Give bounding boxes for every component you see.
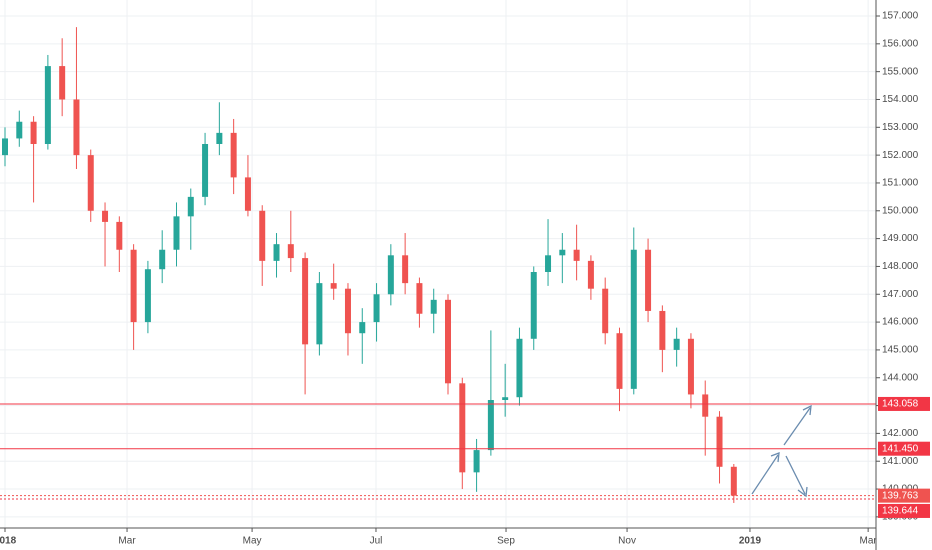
candle-body xyxy=(202,144,209,197)
candle-body xyxy=(616,333,623,389)
candle-body xyxy=(244,177,251,211)
arrow xyxy=(785,455,806,495)
candle-body xyxy=(416,283,423,314)
arrow-head xyxy=(797,486,808,498)
candle-body xyxy=(359,322,366,334)
candle-body xyxy=(130,249,137,323)
candle-body xyxy=(659,310,666,350)
price-label: 139.763 xyxy=(882,490,919,501)
x-tick-label: Mar xyxy=(860,536,878,547)
x-tick-label: Jul xyxy=(370,536,383,547)
price-label: 143.058 xyxy=(882,399,919,410)
candle-body xyxy=(44,66,51,144)
candle-body xyxy=(559,249,566,256)
x-tick-label: Mar xyxy=(118,536,136,547)
y-tick-label: 156.000 xyxy=(882,38,919,49)
candle-body xyxy=(259,210,266,261)
y-tick-label: 147.000 xyxy=(882,289,919,300)
candle-body xyxy=(487,400,494,451)
candle-body xyxy=(16,121,23,139)
candle-body xyxy=(587,260,594,289)
y-tick-label: 142.000 xyxy=(882,428,919,439)
candle-body xyxy=(702,394,709,417)
candle-body xyxy=(30,121,37,144)
candle-body xyxy=(273,244,280,261)
candle-body xyxy=(173,216,180,250)
price-label: 141.450 xyxy=(882,443,919,454)
x-tick-label: May xyxy=(243,536,262,547)
candle-body xyxy=(116,221,123,250)
price-label-box xyxy=(878,396,930,411)
arrow xyxy=(751,454,779,495)
candle-body xyxy=(473,450,480,473)
y-tick-label: 146.000 xyxy=(882,317,919,328)
candle-body xyxy=(602,288,609,334)
candle-body xyxy=(102,210,109,222)
candle-body xyxy=(344,288,351,334)
candle-body xyxy=(59,66,66,100)
x-tick-label: Nov xyxy=(618,536,636,547)
candle-body xyxy=(316,283,323,345)
y-tick-label: 154.000 xyxy=(882,94,919,105)
candle-body xyxy=(373,294,380,323)
candle-body xyxy=(687,338,694,395)
x-tick-label: 2018 xyxy=(0,536,17,547)
price-label-box xyxy=(878,441,930,456)
price-label-box xyxy=(878,488,930,503)
candle-body xyxy=(502,397,509,400)
candle-body xyxy=(445,299,452,384)
price-label: 139.644 xyxy=(882,506,919,517)
candle-body xyxy=(230,132,237,178)
candle-body xyxy=(516,338,523,398)
grid xyxy=(0,0,876,528)
arrow xyxy=(783,407,811,446)
candle-body xyxy=(630,249,637,389)
candle-body xyxy=(187,196,194,217)
x-tick-label: Sep xyxy=(497,536,515,547)
drawings xyxy=(751,404,812,498)
y-tick-label: 149.000 xyxy=(882,233,919,244)
candle-body xyxy=(573,249,580,261)
x-tick-label: 2019 xyxy=(739,536,762,547)
candle-body xyxy=(159,249,166,270)
y-tick-label: 155.000 xyxy=(882,66,919,77)
candle-body xyxy=(73,99,80,156)
candle-body xyxy=(330,283,337,289)
candle-body xyxy=(673,338,680,350)
candle-body xyxy=(144,269,151,323)
candle-body xyxy=(430,299,437,314)
candle-body xyxy=(459,383,466,473)
candle-body xyxy=(545,255,552,272)
candle-body xyxy=(302,258,309,345)
y-tick-label: 150.000 xyxy=(882,205,919,216)
y-tick-label: 148.000 xyxy=(882,261,919,272)
candle-body xyxy=(216,132,223,144)
candle-body xyxy=(730,466,737,496)
price-label-box xyxy=(878,503,930,518)
y-tick-label: 144.000 xyxy=(882,372,919,383)
candles xyxy=(0,27,876,503)
y-tick-label: 145.000 xyxy=(882,345,919,356)
candle-body xyxy=(287,244,294,259)
y-tick-label: 152.000 xyxy=(882,150,919,161)
candle-body xyxy=(645,249,652,311)
arrow-head xyxy=(770,452,780,463)
candle-body xyxy=(87,155,94,211)
candle-body xyxy=(530,272,537,339)
candle-body xyxy=(387,255,394,295)
candle-body xyxy=(2,138,9,156)
candle-body xyxy=(716,416,723,467)
y-tick-label: 157.000 xyxy=(882,11,919,22)
y-tick-label: 141.000 xyxy=(882,456,919,467)
y-tick-label: 151.000 xyxy=(882,178,919,189)
y-tick-label: 153.000 xyxy=(882,122,919,133)
arrow-head xyxy=(802,404,812,416)
candle-body xyxy=(402,255,409,284)
